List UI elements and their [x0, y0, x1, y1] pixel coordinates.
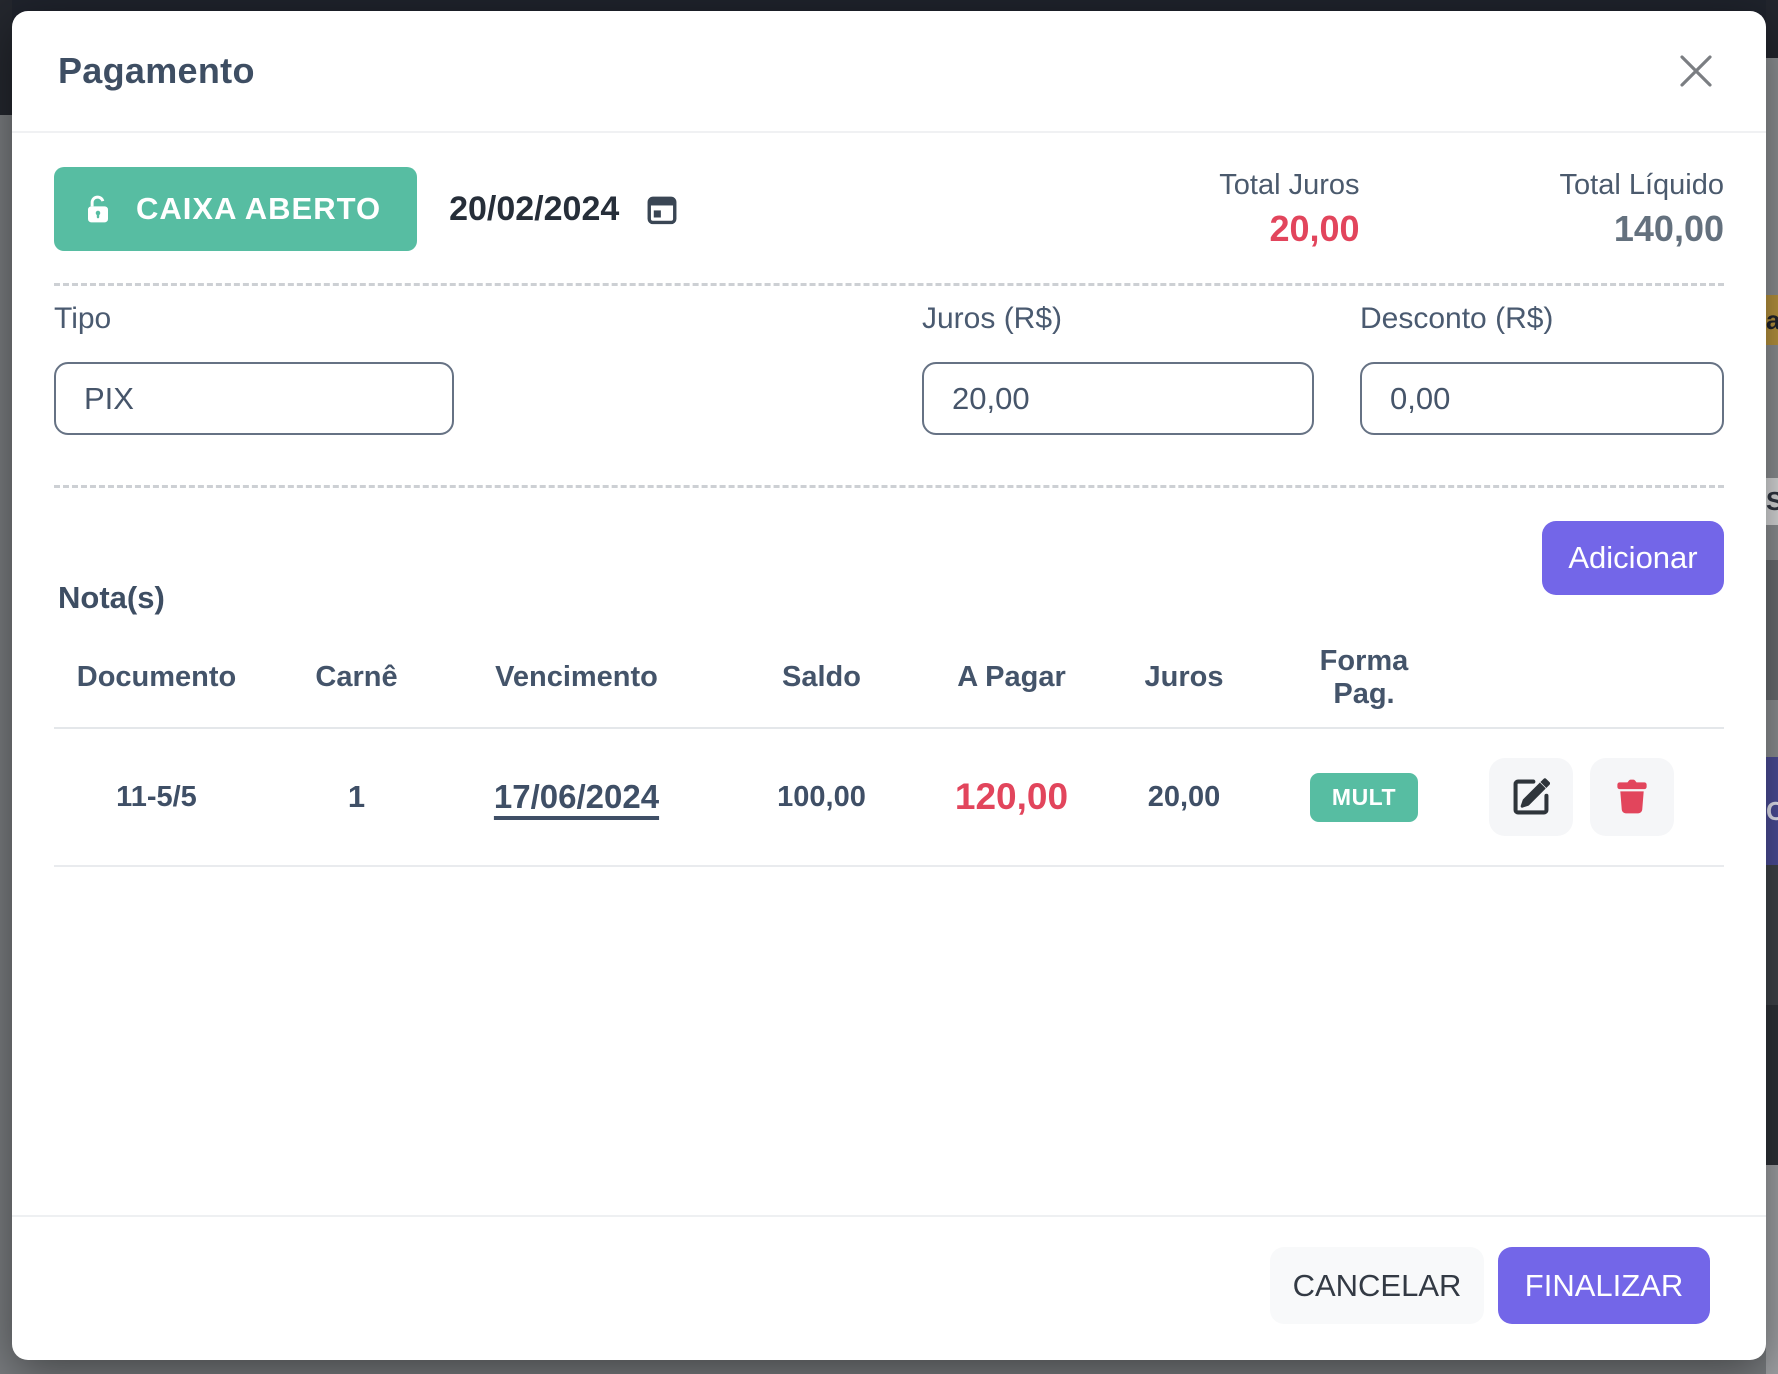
col-actions	[1439, 628, 1724, 729]
calendar-icon	[645, 192, 679, 226]
col-a-pagar: A Pagar	[944, 628, 1079, 729]
col-saldo: Saldo	[699, 628, 944, 729]
background-right-fragment: a S Ca	[1766, 0, 1778, 1374]
notes-table: Documento Carnê Vencimento Saldo A Pagar…	[54, 628, 1724, 867]
total-juros-label: Total Juros	[1219, 168, 1360, 201]
juros-input[interactable]	[922, 362, 1314, 435]
total-juros-value: 20,00	[1269, 207, 1360, 249]
modal-footer: CANCELAR FINALIZAR	[12, 1215, 1766, 1360]
total-juros-block: Total Juros 20,00	[1219, 169, 1359, 250]
juros-label: Juros (R$)	[922, 302, 1063, 335]
background-fragment	[1766, 865, 1778, 1005]
edit-icon	[1512, 778, 1550, 816]
background-fragment	[1766, 560, 1778, 700]
col-carne: Carnê	[259, 628, 454, 729]
lock-open-icon	[82, 193, 114, 225]
tipo-field-group: Tipo	[54, 302, 454, 435]
background-fragment	[1766, 1005, 1778, 1165]
tipo-label: Tipo	[54, 302, 112, 335]
table-row: 11-5/5 1 17/06/2024 100,00 120,00 20,00 …	[54, 728, 1724, 867]
cell-a-pagar: 120,00	[944, 728, 1079, 867]
caixa-badge-label: CAIXA ABERTO	[136, 191, 382, 226]
status-row: CAIXA ABERTO 20/02/2024 Total Juro	[54, 165, 1724, 253]
divider	[54, 485, 1724, 488]
col-vencimento: Vencimento	[454, 628, 699, 729]
payment-form-row: Tipo Juros (R$) Desconto (R$)	[54, 302, 1724, 435]
cancel-button[interactable]: CANCELAR	[1270, 1247, 1484, 1324]
desconto-input[interactable]	[1360, 362, 1724, 435]
background-fragment-purple: Ca	[1766, 757, 1778, 865]
cash-date: 20/02/2024	[449, 189, 620, 228]
desconto-label: Desconto (R$)	[1360, 302, 1554, 335]
tipo-input[interactable]	[54, 362, 454, 435]
cash-date-group: 20/02/2024	[449, 190, 679, 229]
payment-method-badge: MULT	[1309, 772, 1419, 822]
add-note-button[interactable]: Adicionar	[1542, 521, 1724, 595]
modal-body: CAIXA ABERTO 20/02/2024 Total Juro	[12, 133, 1766, 1215]
col-juros: Juros	[1079, 628, 1289, 729]
payment-modal: Pagamento CAIXA ABERTO	[12, 11, 1766, 1360]
modal-header: Pagamento	[12, 11, 1766, 133]
background-left-fragment	[0, 0, 12, 115]
close-button[interactable]	[1672, 47, 1720, 95]
vencimento-date-link[interactable]: 17/06/2024	[493, 778, 660, 815]
desconto-field-group: Desconto (R$)	[1360, 302, 1724, 435]
col-documento: Documento	[54, 628, 259, 729]
background-fragment	[1766, 0, 1778, 58]
totals-summary: Total Juros 20,00 Total Líquido 140,00	[1219, 169, 1724, 250]
notes-heading: Nota(s)	[58, 580, 165, 615]
total-liquido-block: Total Líquido 140,00	[1560, 169, 1724, 250]
cell-carne: 1	[259, 728, 454, 867]
juros-field-group: Juros (R$)	[922, 302, 1314, 435]
finalize-button[interactable]: FINALIZAR	[1498, 1247, 1710, 1324]
total-liquido-value: 140,00	[1613, 207, 1724, 249]
divider	[54, 283, 1724, 286]
cell-forma-pag: MULT	[1289, 728, 1439, 867]
caixa-aberto-badge[interactable]: CAIXA ABERTO	[54, 167, 418, 251]
cell-juros: 20,00	[1079, 728, 1289, 867]
cell-documento: 11-5/5	[54, 728, 259, 867]
total-liquido-label: Total Líquido	[1559, 168, 1724, 201]
calendar-picker-button[interactable]	[645, 192, 679, 226]
background-fragment	[1766, 1165, 1778, 1374]
page-title: Pagamento	[58, 50, 255, 91]
trash-icon	[1614, 779, 1650, 815]
notes-section-header: Adicionar Nota(s)	[54, 488, 1724, 618]
delete-note-button[interactable]	[1590, 758, 1674, 836]
cell-saldo: 100,00	[699, 728, 944, 867]
col-forma-pag: Forma Pag.	[1289, 628, 1439, 729]
edit-note-button[interactable]	[1489, 758, 1573, 836]
background-fragment-gold: a	[1766, 295, 1778, 345]
cell-actions	[1439, 728, 1724, 867]
cell-vencimento: 17/06/2024	[454, 728, 699, 867]
table-header-row: Documento Carnê Vencimento Saldo A Pagar…	[54, 628, 1724, 729]
close-icon	[1675, 50, 1717, 92]
background-fragment-light: S	[1766, 478, 1778, 525]
